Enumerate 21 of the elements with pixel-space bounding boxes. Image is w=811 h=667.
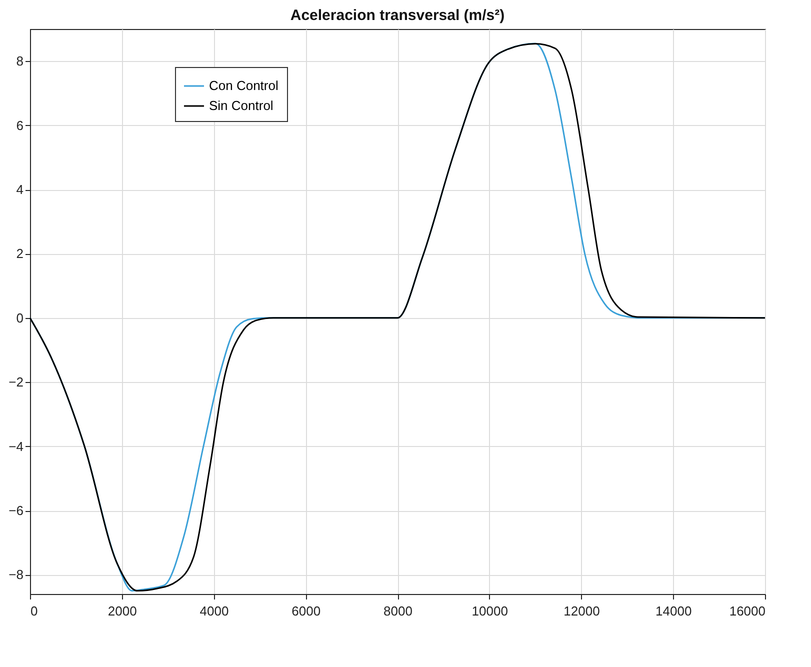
x-tick-label: 4000 xyxy=(200,604,229,618)
x-tick-label: 2000 xyxy=(108,604,137,618)
y-tick-label: 2 xyxy=(16,246,24,262)
x-tick-label: 6000 xyxy=(292,604,321,618)
y-tick-label: −6 xyxy=(8,503,24,518)
legend-label: Con Control xyxy=(209,78,278,93)
x-tick-label: 14000 xyxy=(656,604,692,618)
x-tick-label: 16000 xyxy=(729,604,766,618)
x-tick-label: 10000 xyxy=(472,604,508,618)
y-tick-label: 6 xyxy=(16,118,24,133)
legend-label: Sin Control xyxy=(209,98,274,113)
y-tick-label: −8 xyxy=(8,567,24,582)
x-tick-label: 8000 xyxy=(384,604,412,618)
x-tick-label: 0 xyxy=(30,604,38,618)
chart-title: Aceleracion transversal (m/s²) xyxy=(290,7,505,24)
y-tick-label: −4 xyxy=(8,438,24,454)
y-tick-label: 0 xyxy=(16,310,24,326)
y-tick-label: 4 xyxy=(16,182,24,198)
x-tick-label: 12000 xyxy=(564,604,600,618)
y-tick-label: 8 xyxy=(16,54,24,69)
y-tick-label: −2 xyxy=(8,374,24,390)
